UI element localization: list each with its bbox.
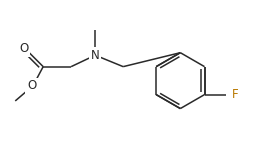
Text: O: O — [20, 42, 29, 55]
Text: O: O — [27, 79, 36, 92]
Text: N: N — [91, 49, 100, 62]
Text: F: F — [232, 88, 238, 101]
